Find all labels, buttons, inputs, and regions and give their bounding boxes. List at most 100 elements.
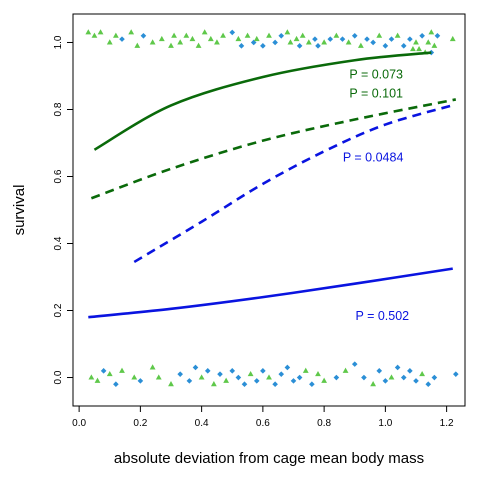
data-point-top-40: [327, 36, 334, 42]
data-point-bottom-42: [388, 374, 395, 380]
data-point-bottom-30: [296, 374, 303, 381]
data-point-top-50: [388, 36, 395, 42]
x-tick-label-2: 0.4: [195, 418, 209, 429]
data-point-top-18: [207, 35, 214, 42]
data-point-top-60: [428, 29, 435, 35]
data-point-bottom-16: [210, 381, 217, 387]
data-point-top-27: [260, 43, 266, 49]
y-axis: 0.0 0.2 0.4 0.6 0.8 1.0: [53, 35, 74, 384]
data-point-bottom-19: [229, 368, 236, 374]
data-point-top-55: [413, 39, 419, 45]
data-point-bottom-13: [192, 364, 199, 371]
data-point-bottom-25: [266, 374, 272, 380]
data-point-bottom-47: [419, 370, 426, 377]
data-point-bottom-34: [321, 377, 328, 383]
data-point-top-41: [333, 32, 340, 38]
data-point-bottom-46: [413, 378, 419, 384]
data-point-bottom-21: [241, 381, 248, 388]
data-point-bottom-48: [425, 381, 432, 388]
p-value-label-3: P = 0.502: [355, 309, 409, 323]
data-point-top-23: [238, 43, 245, 49]
data-point-top-8: [140, 32, 147, 39]
data-point-top-29: [272, 39, 278, 46]
data-point-top-19: [214, 39, 220, 45]
data-point-top-17: [201, 29, 208, 35]
data-point-top-57: [419, 32, 425, 39]
data-point-top-13: [177, 39, 184, 45]
points-layer: [85, 29, 459, 388]
x-tick-label-1: 0.2: [133, 418, 147, 429]
data-point-top-47: [370, 39, 376, 46]
data-point-bottom-0: [88, 374, 95, 380]
annotations-layer: P = 0.073 P = 0.101 P = 0.0484 P = 0.502: [343, 68, 409, 323]
data-point-top-4: [112, 32, 119, 38]
y-tick-label-5: 1.0: [53, 35, 64, 49]
data-point-top-28: [266, 32, 272, 38]
data-point-bottom-50: [453, 371, 459, 377]
data-point-bottom-11: [177, 371, 183, 377]
data-point-bottom-36: [342, 367, 349, 373]
data-point-top-30: [278, 32, 285, 39]
x-tick-label-0: 0.0: [72, 418, 86, 429]
data-point-top-37: [312, 36, 318, 42]
curves-layer: [88, 51, 457, 319]
data-point-bottom-24: [260, 368, 266, 374]
data-point-top-14: [183, 32, 190, 38]
data-point-top-36: [305, 39, 312, 45]
data-point-top-2: [97, 29, 104, 35]
data-point-bottom-33: [315, 370, 321, 377]
data-point-top-34: [296, 43, 303, 49]
data-point-top-10: [158, 35, 165, 42]
data-point-bottom-5: [119, 367, 125, 373]
data-point-bottom-6: [131, 374, 138, 380]
data-point-top-11: [168, 42, 174, 48]
data-point-bottom-39: [370, 381, 377, 387]
data-point-bottom-18: [223, 377, 230, 383]
y-tick-label-2: 0.4: [53, 236, 64, 250]
data-point-top-22: [235, 35, 242, 42]
y-axis-title: survival: [11, 185, 28, 236]
x-tick-label-4: 0.8: [317, 418, 331, 429]
data-point-top-44: [351, 32, 358, 39]
data-point-bottom-43: [394, 364, 401, 371]
data-point-top-35: [299, 32, 306, 38]
curve-blue-solid: [88, 267, 453, 319]
data-point-top-32: [287, 39, 294, 45]
data-point-top-6: [128, 29, 135, 35]
data-point-bottom-44: [400, 374, 407, 381]
data-point-bottom-28: [284, 364, 291, 371]
x-tick-label-5: 1.0: [378, 418, 392, 429]
data-point-bottom-15: [204, 368, 211, 374]
data-point-top-26: [253, 35, 260, 42]
data-point-bottom-7: [137, 378, 144, 384]
data-point-bottom-2: [100, 368, 107, 374]
data-point-top-43: [345, 39, 352, 45]
data-point-top-63: [434, 32, 441, 39]
data-point-top-7: [134, 42, 141, 48]
curve-green-solid: [93, 51, 432, 151]
data-point-bottom-27: [278, 371, 285, 377]
curve-green-dashed: [90, 98, 457, 200]
data-point-top-52: [400, 43, 407, 49]
data-point-top-31: [284, 29, 291, 35]
data-point-top-15: [189, 35, 196, 42]
data-point-bottom-8: [149, 364, 156, 370]
x-axis-title: absolute deviation from cage mean body m…: [114, 450, 424, 467]
p-value-label-2: P = 0.0484: [343, 150, 404, 164]
data-point-bottom-17: [217, 371, 223, 377]
data-point-bottom-12: [186, 378, 193, 384]
data-point-bottom-14: [198, 374, 205, 380]
data-point-bottom-49: [431, 374, 438, 381]
x-tick-label-6: 1.2: [440, 418, 454, 429]
data-point-bottom-38: [361, 374, 367, 381]
data-point-bottom-45: [407, 368, 413, 374]
data-point-bottom-29: [290, 378, 297, 384]
p-value-label-1: P = 0.101: [349, 86, 403, 100]
data-point-top-51: [394, 32, 401, 38]
data-point-top-20: [220, 32, 226, 38]
data-point-top-3: [106, 39, 113, 45]
data-point-top-46: [364, 36, 370, 42]
data-point-bottom-10: [168, 381, 174, 387]
